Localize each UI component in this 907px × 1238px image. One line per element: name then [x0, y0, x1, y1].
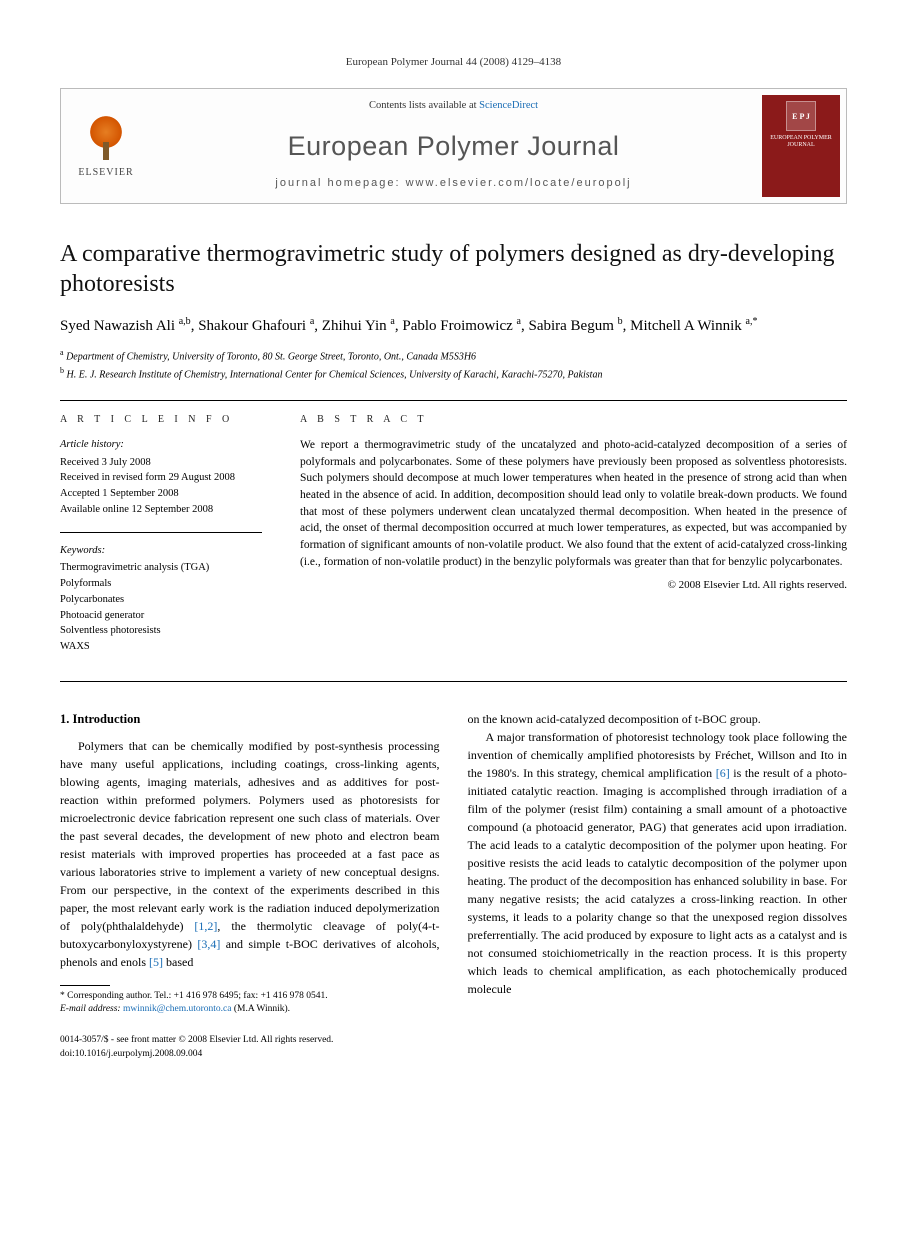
contents-prefix: Contents lists available at — [369, 100, 479, 111]
keywords-block: Keywords: Thermogravimetric analysis (TG… — [60, 543, 262, 655]
journal-homepage-line: journal homepage: www.elsevier.com/locat… — [151, 176, 756, 191]
keywords-label: Keywords: — [60, 543, 262, 559]
page-footer: 0014-3057/$ - see front matter © 2008 El… — [60, 1034, 847, 1061]
footnote-corr-line: * Corresponding author. Tel.: +1 416 978… — [60, 990, 440, 1003]
running-head: European Polymer Journal 44 (2008) 4129–… — [60, 55, 847, 70]
affiliations: a Department of Chemistry, University of… — [60, 347, 847, 382]
keyword-line: Solventless photoresists — [60, 623, 262, 639]
affiliation-line: a Department of Chemistry, University of… — [60, 347, 847, 364]
history-label: Article history: — [60, 437, 262, 453]
homepage-prefix: journal homepage: — [275, 177, 405, 189]
affiliation-line: b H. E. J. Research Institute of Chemist… — [60, 365, 847, 382]
keyword-line: Polyformals — [60, 576, 262, 592]
cover-badge-icon: E P J — [786, 101, 816, 131]
abstract-copyright: © 2008 Elsevier Ltd. All rights reserved… — [300, 578, 847, 593]
keyword-line: Thermogravimetric analysis (TGA) — [60, 560, 262, 576]
abstract-panel: A B S T R A C T We report a thermogravim… — [280, 400, 847, 681]
journal-name: European Polymer Journal — [151, 128, 756, 166]
corresponding-email-link[interactable]: mwinnik@chem.utoronto.ca — [123, 1004, 231, 1014]
abstract-text: We report a thermogravimetric study of t… — [300, 437, 847, 570]
info-abstract-row: A R T I C L E I N F O Article history: R… — [60, 400, 847, 682]
journal-cover-thumbnail: E P J EUROPEAN POLYMER JOURNAL — [762, 95, 840, 197]
journal-masthead: ELSEVIER Contents lists available at Sci… — [60, 88, 847, 204]
ref-link-5[interactable]: [5] — [149, 955, 163, 969]
masthead-center: Contents lists available at ScienceDirec… — [151, 89, 756, 203]
article-history-block: Article history: Received 3 July 2008Rec… — [60, 437, 262, 518]
ref-link-3-4[interactable]: [3,4] — [197, 937, 220, 951]
keyword-line: Polycarbonates — [60, 592, 262, 608]
sciencedirect-link[interactable]: ScienceDirect — [479, 100, 538, 111]
article-title: A comparative thermogravimetric study of… — [60, 239, 847, 299]
cover-title: EUROPEAN POLYMER JOURNAL — [766, 135, 836, 148]
history-line: Available online 12 September 2008 — [60, 502, 262, 518]
abstract-heading: A B S T R A C T — [300, 413, 847, 427]
keyword-line: Photoacid generator — [60, 608, 262, 624]
keyword-line: WAXS — [60, 639, 262, 655]
section-1-heading: 1. Introduction — [60, 710, 440, 729]
email-who: (M.A Winnik). — [231, 1004, 290, 1014]
author-list: Syed Nawazish Ali a,b, Shakour Ghafouri … — [60, 315, 847, 337]
footer-doi: doi:10.1016/j.eurpolymj.2008.09.004 — [60, 1048, 847, 1061]
intro-paragraph-1: Polymers that can be chemically modified… — [60, 737, 440, 971]
ref-link-1-2[interactable]: [1,2] — [194, 919, 217, 933]
history-line: Received 3 July 2008 — [60, 455, 262, 471]
contents-available-line: Contents lists available at ScienceDirec… — [151, 99, 756, 114]
history-line: Received in revised form 29 August 2008 — [60, 470, 262, 486]
ref-link-6[interactable]: [6] — [716, 766, 730, 780]
footer-front-matter: 0014-3057/$ - see front matter © 2008 El… — [60, 1034, 847, 1047]
p1-text: Polymers that can be chemically modified… — [60, 739, 440, 933]
corresponding-author-footnote: * Corresponding author. Tel.: +1 416 978… — [60, 990, 440, 1017]
article-info-panel: A R T I C L E I N F O Article history: R… — [60, 400, 280, 681]
intro-paragraph-1-cont: on the known acid-catalyzed decompositio… — [468, 710, 848, 728]
article-body-columns: 1. Introduction Polymers that can be che… — [60, 710, 847, 1016]
footnote-separator — [60, 985, 110, 986]
article-info-heading: A R T I C L E I N F O — [60, 413, 262, 427]
p3b-text: is the result of a photo-initiated catal… — [468, 766, 848, 996]
elsevier-tree-icon — [81, 112, 131, 162]
intro-paragraph-2: A major transformation of photoresist te… — [468, 728, 848, 998]
publisher-name: ELSEVIER — [78, 166, 133, 180]
elsevier-logo: ELSEVIER — [61, 89, 151, 203]
p1d-text: based — [163, 955, 193, 969]
footnote-email-line: E-mail address: mwinnik@chem.utoronto.ca… — [60, 1003, 440, 1016]
homepage-url[interactable]: www.elsevier.com/locate/europolj — [406, 177, 632, 189]
info-divider — [60, 532, 262, 533]
email-label: E-mail address: — [60, 1004, 123, 1014]
history-line: Accepted 1 September 2008 — [60, 486, 262, 502]
